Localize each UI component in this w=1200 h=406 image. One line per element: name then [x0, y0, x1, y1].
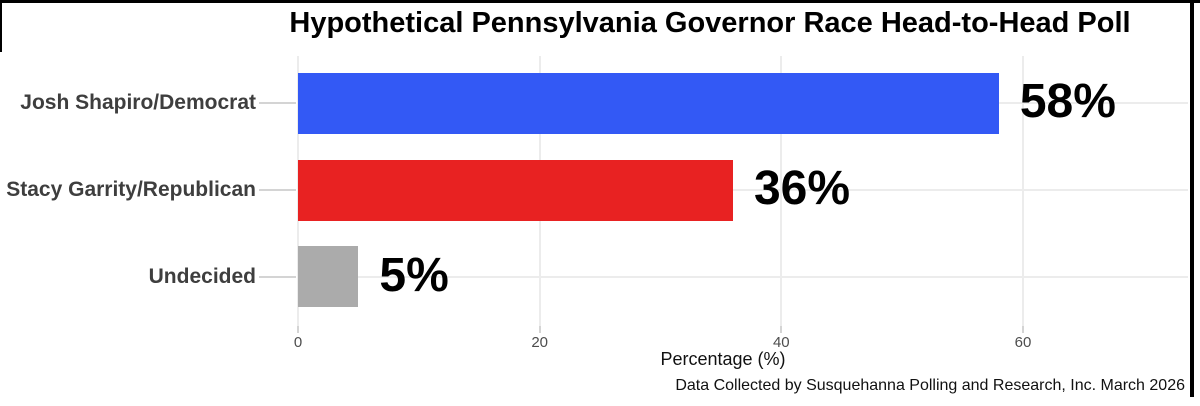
category-label-undecided: Undecided: [148, 264, 256, 288]
value-label-undecided: 5%: [379, 248, 449, 302]
gridline-horizontal: [298, 189, 1188, 191]
x-axis-tick: [297, 326, 299, 333]
bar-stacy-garrity-republican: [298, 159, 733, 221]
x-axis-tick-label: 40: [772, 334, 790, 351]
frame-border-top: [0, 0, 1200, 3]
x-axis-tick-label: 60: [1014, 334, 1032, 351]
x-axis-tick-label: 0: [293, 334, 303, 351]
chart-title: Hypothetical Pennsylvania Governor Race …: [289, 7, 1131, 39]
value-label-josh-shapiro-democrat: 58%: [1019, 75, 1116, 129]
category-label-stacy-garrity-republican: Stacy Garrity/Republican: [6, 178, 256, 201]
y-axis-tick: [259, 275, 296, 278]
gridline-vertical: [780, 56, 783, 326]
x-axis-tick-label: 20: [531, 334, 548, 351]
gridline-horizontal: [298, 275, 1188, 278]
gridline-vertical: [1021, 56, 1024, 326]
x-axis-tick: [538, 326, 541, 333]
x-axis-tick: [780, 326, 783, 333]
y-axis-tick: [259, 189, 296, 191]
frame-border-left: [0, 0, 2, 52]
bar-josh-shapiro-democrat: [298, 72, 999, 134]
value-label-stacy-garrity-republican: 36%: [753, 162, 851, 216]
x-axis-title: Percentage (%): [660, 349, 786, 369]
y-axis-tick: [259, 102, 296, 104]
bar-undecided: [298, 246, 359, 307]
frame-border-right: [1190, 0, 1194, 397]
category-label-josh-shapiro-democrat: Josh Shapiro/Democrat: [20, 91, 256, 114]
x-axis-tick: [1021, 326, 1024, 333]
data-source-caption: Data Collected by Susquehanna Polling an…: [675, 377, 1185, 394]
